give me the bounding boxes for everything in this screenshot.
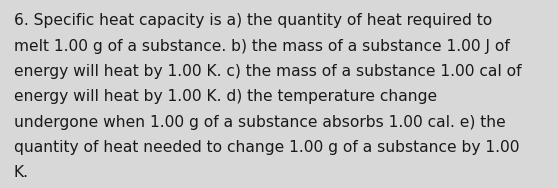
Text: 6. Specific heat capacity is a) the quantity of heat required to: 6. Specific heat capacity is a) the quan…	[14, 13, 492, 28]
Text: energy will heat by 1.00 K. d) the temperature change: energy will heat by 1.00 K. d) the tempe…	[14, 89, 437, 104]
Text: melt 1.00 g of a substance. b) the mass of a substance 1.00 J of: melt 1.00 g of a substance. b) the mass …	[14, 39, 510, 54]
Text: quantity of heat needed to change 1.00 g of a substance by 1.00: quantity of heat needed to change 1.00 g…	[14, 140, 519, 155]
Text: K.: K.	[14, 165, 29, 180]
Text: undergone when 1.00 g of a substance absorbs 1.00 cal. e) the: undergone when 1.00 g of a substance abs…	[14, 115, 506, 130]
Text: energy will heat by 1.00 K. c) the mass of a substance 1.00 cal of: energy will heat by 1.00 K. c) the mass …	[14, 64, 522, 79]
